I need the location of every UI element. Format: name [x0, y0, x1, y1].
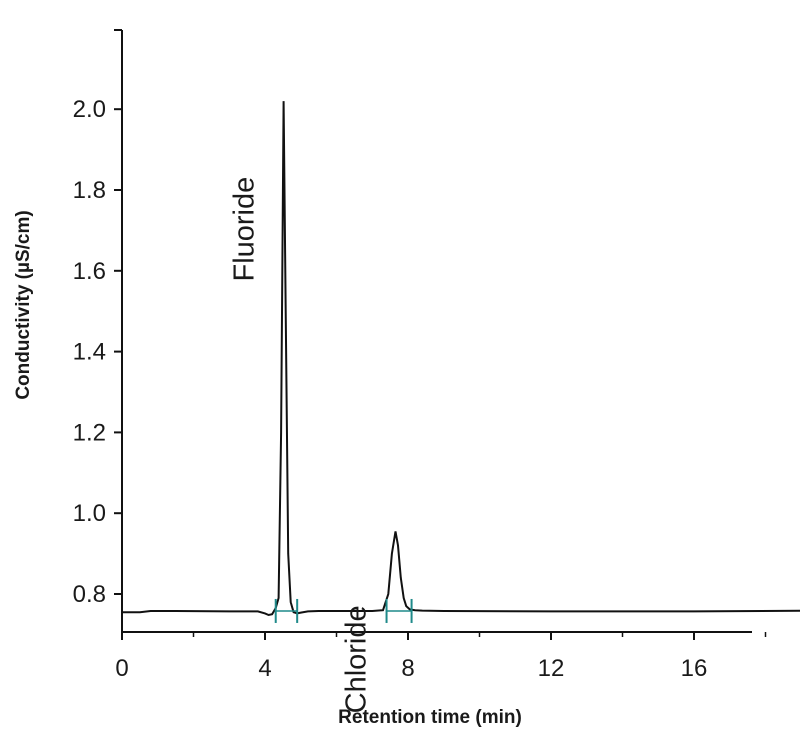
y-tick-label: 1.6: [73, 258, 106, 285]
peak-labels: Fluoride Chloride: [229, 177, 373, 714]
y-axis-ticks: 0.8 1.0 1.2 1.4 1.6 1.8 2.0: [73, 29, 122, 608]
peak-label: Fluoride: [229, 177, 261, 282]
x-tick-label: 8: [401, 655, 414, 682]
integration-marks: [274, 598, 413, 623]
conductivity-trace: [122, 101, 800, 617]
y-tick-label: 1.4: [73, 339, 106, 366]
x-axis-ticks: 048121620242832: [115, 632, 767, 682]
peak-label: Chloride: [340, 605, 372, 713]
y-axis-title: Conductivity (µS/cm): [13, 210, 34, 399]
x-tick-label: 4: [258, 655, 271, 682]
y-tick-label: 1.8: [73, 177, 106, 204]
x-tick-label: 16: [681, 655, 708, 682]
y-tick-label: 0.8: [73, 581, 106, 608]
y-tick-label: 2.0: [73, 96, 106, 123]
y-tick-label: 1.0: [73, 500, 106, 527]
x-tick-label: 0: [115, 655, 128, 682]
x-axis-title: Retention time (min): [338, 707, 522, 728]
x-tick-label: 12: [538, 655, 565, 682]
y-tick-label: 1.2: [73, 419, 106, 446]
